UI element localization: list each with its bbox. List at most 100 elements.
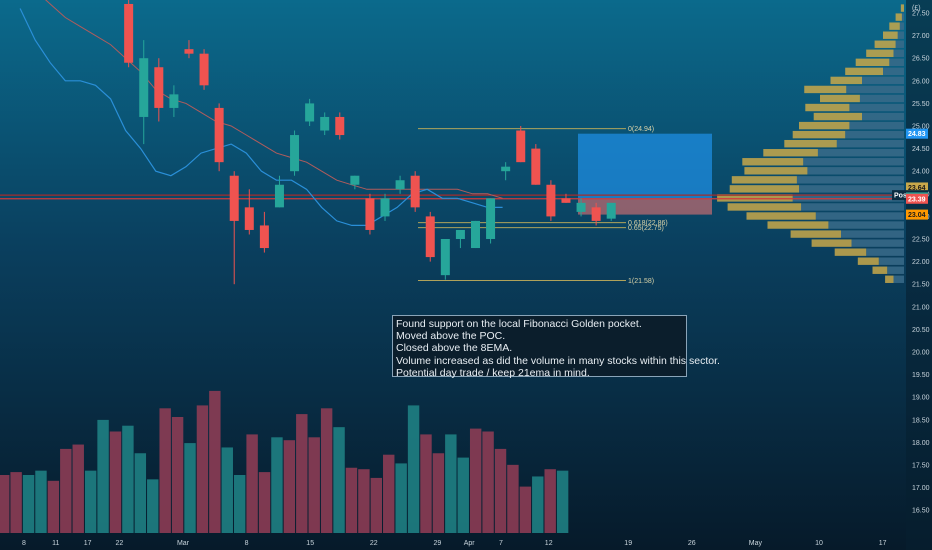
- volume-profile-bar-extension: [805, 103, 850, 112]
- volume-bar: [97, 419, 109, 533]
- fib-level-label: 1(21.58): [628, 278, 654, 285]
- volume-profile-bar-extension: [885, 275, 894, 283]
- y-tick-label: 24.50: [912, 146, 930, 153]
- candle-body: [440, 239, 450, 276]
- candle-body: [214, 107, 224, 163]
- fib-level-label: 0.618(22.86): [628, 220, 668, 227]
- chart-annotation[interactable]: Found support on the local Fibonacci Gol…: [392, 315, 720, 379]
- volume-bar: [0, 475, 10, 533]
- x-tick-label: 22: [370, 540, 378, 547]
- volume-profile-bar-extension: [729, 185, 799, 193]
- y-tick-label: 21.00: [912, 304, 930, 311]
- y-tick-label: 20.00: [912, 350, 930, 357]
- volume-profile: [717, 4, 904, 283]
- y-tick-label: 25.50: [912, 101, 930, 108]
- volume-profile-bar-base: [846, 85, 904, 94]
- volume-bar: [432, 453, 445, 533]
- volume-profile-bar-extension: [813, 112, 862, 121]
- candle-body: [576, 202, 586, 212]
- y-tick-label: 16.50: [912, 508, 930, 515]
- candle-body: [139, 58, 149, 117]
- candle-body: [395, 180, 405, 190]
- x-tick-label: 22: [116, 540, 124, 547]
- y-tick-label: 22.50: [912, 237, 930, 244]
- price-tag-label: Post: [894, 193, 910, 200]
- volume-profile-bar-extension: [763, 149, 818, 157]
- price-tag-label: 24.83: [908, 131, 926, 138]
- x-tick-label: 11: [52, 540, 59, 547]
- volume-profile-bar-extension: [792, 130, 846, 139]
- volume-profile-bar-extension: [731, 176, 797, 184]
- volume-profile-bar-base: [862, 76, 904, 85]
- volume-bar: [383, 454, 395, 533]
- price-tag: [906, 182, 928, 193]
- candle-body: [154, 67, 164, 108]
- x-tick-label: 10: [815, 540, 823, 547]
- price-tag-label: 23.39: [908, 196, 926, 203]
- annotation-line-4: Volume increased as did the volume in ma…: [396, 354, 720, 367]
- volume-bar: [482, 431, 494, 533]
- volume-profile-bar-base: [859, 94, 904, 103]
- currency-label: (£): [912, 5, 921, 12]
- candle-body: [470, 220, 480, 249]
- volume-profile-bar-extension: [744, 167, 808, 175]
- candle-body: [290, 135, 300, 172]
- candle-body: [305, 103, 315, 122]
- x-tick-label: 17: [84, 540, 92, 547]
- x-tick-label: Apr: [464, 540, 476, 547]
- x-tick-label: Mar: [177, 540, 190, 547]
- volume-profile-bar-extension: [799, 121, 850, 130]
- volume-profile-bar-extension: [790, 230, 841, 238]
- candle-body: [546, 184, 556, 217]
- volume-profile-bar-base: [841, 230, 904, 238]
- x-tick-label: 8: [22, 540, 26, 547]
- candle-body: [410, 175, 420, 208]
- volume-profile-bar-base: [801, 203, 904, 211]
- volume-profile-bar-base: [796, 176, 904, 184]
- volume-profile-bar-extension: [767, 221, 829, 229]
- candle-body: [229, 175, 239, 221]
- volume-bar: [184, 443, 196, 533]
- volume-profile-bar-extension: [889, 22, 900, 30]
- volume-bar: [370, 477, 383, 533]
- volume-profile-bar-base: [828, 221, 904, 229]
- candle-body: [561, 198, 571, 203]
- volume-profile-bar-extension: [811, 239, 852, 247]
- volume-profile-bar-base: [883, 67, 904, 76]
- volume-bar: [271, 437, 283, 533]
- volume-bar: [320, 408, 333, 533]
- candle-body: [516, 130, 526, 163]
- volume-profile-bar-base: [849, 103, 904, 112]
- volume-bar: [358, 469, 370, 533]
- volume-profile-bar-base: [851, 239, 904, 247]
- candle-body: [335, 116, 345, 136]
- y-tick-label: 19.50: [912, 372, 930, 379]
- volume-bar: [420, 434, 432, 533]
- price-tag: [906, 193, 928, 204]
- volume-profile-bar-extension: [830, 76, 862, 85]
- candles: [124, 0, 616, 285]
- candle-body: [380, 198, 390, 217]
- volume-profile-bar-base: [799, 185, 904, 193]
- volume-profile-bar-base: [893, 49, 904, 57]
- volume-bar: [35, 470, 47, 533]
- x-tick-label: May: [749, 540, 763, 547]
- y-tick-label: 27.00: [912, 33, 930, 40]
- volume-bar: [10, 472, 22, 533]
- y-tick-label: 18.50: [912, 417, 930, 424]
- volume-bar: [84, 470, 97, 533]
- volume-profile-bar-base: [845, 130, 904, 139]
- volume-profile-bar-extension: [746, 212, 816, 220]
- volume-profile-bar-base: [866, 248, 904, 256]
- position-target-zone: [578, 133, 712, 199]
- x-tick-label: 17: [879, 540, 887, 547]
- volume-profile-bar-base: [817, 149, 904, 157]
- volume-bar: [395, 463, 407, 533]
- volume-bar: [333, 427, 345, 533]
- volume-profile-bar-base: [887, 266, 904, 274]
- volume-profile-bar-base: [836, 139, 904, 148]
- candle-body: [531, 148, 541, 185]
- price-tag: [906, 209, 928, 220]
- volume-bar: [171, 417, 184, 533]
